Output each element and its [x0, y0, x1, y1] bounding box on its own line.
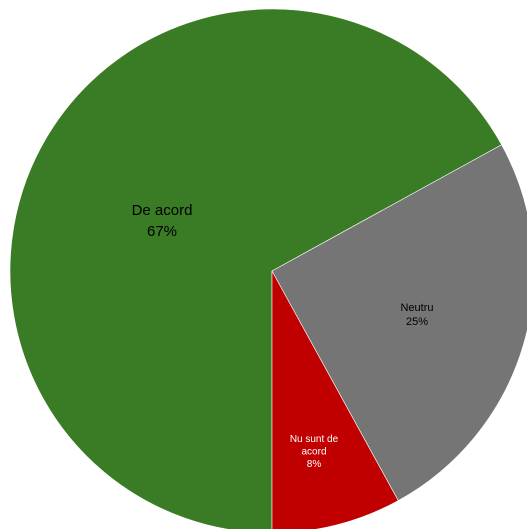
slice-percent-label: 67%: [147, 223, 177, 240]
slice-label-group: De acord 67%: [132, 202, 193, 240]
pie-slice: [271, 270, 399, 529]
slice-name-label: De acord: [132, 202, 193, 219]
slice-name-label: Nu sunt de: [290, 434, 339, 445]
pie-slice: [9, 8, 502, 529]
slice-name-label: acord: [301, 447, 326, 458]
slice-percent-label: 8%: [307, 459, 322, 470]
pie-slice: [271, 144, 527, 501]
slice-label-group: Neutru 25%: [400, 302, 433, 328]
slice-percent-label: 25%: [406, 316, 428, 328]
slice-name-label: Neutru: [400, 302, 433, 314]
